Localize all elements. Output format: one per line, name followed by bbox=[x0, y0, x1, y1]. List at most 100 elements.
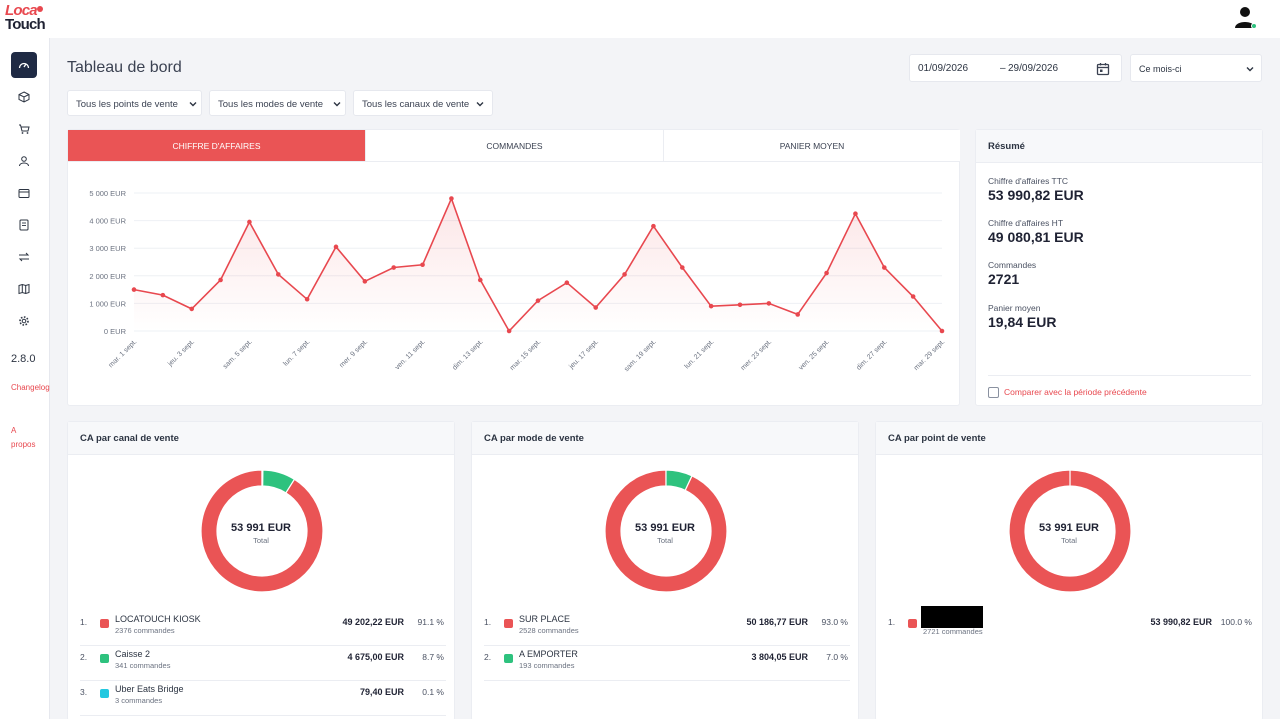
transfer-icon bbox=[18, 252, 30, 262]
compare-label[interactable]: Comparer avec la période précédente bbox=[1004, 387, 1147, 397]
ca-ht-value: 49 080,81 EUR bbox=[988, 229, 1084, 245]
nav-customers[interactable] bbox=[11, 148, 37, 174]
row-amount: 49 202,22 EUR bbox=[342, 617, 404, 627]
x-tick-label: ven. 11 sept. bbox=[394, 338, 427, 371]
data-point bbox=[853, 211, 858, 216]
x-tick-label: ven. 25 sept. bbox=[798, 338, 831, 371]
y-tick-label: 5 000 EUR bbox=[89, 189, 126, 198]
row-count: 341 commandes bbox=[115, 661, 171, 670]
summary-title: Résumé bbox=[976, 130, 1262, 163]
nav-products[interactable] bbox=[11, 84, 37, 110]
y-tick-label: 1 000 EUR bbox=[89, 299, 126, 308]
ca-par-mode-donut bbox=[605, 470, 727, 592]
row-percent: 93.0 % bbox=[821, 617, 848, 627]
compare-previous-period[interactable]: Comparer avec la période précédente bbox=[988, 375, 1251, 398]
compare-checkbox[interactable] bbox=[988, 387, 999, 398]
donut-slice bbox=[1009, 470, 1131, 592]
legend-swatch bbox=[100, 654, 109, 663]
donut-total-label: Total bbox=[657, 536, 673, 545]
nav-map[interactable] bbox=[11, 276, 37, 302]
ca-ttc-value: 53 990,82 EUR bbox=[988, 187, 1084, 203]
filter-canaux-de-vente[interactable]: Tous les canaux de vente bbox=[353, 90, 493, 116]
row-percent: 0.1 % bbox=[422, 687, 444, 697]
changelog-link[interactable]: Changelog bbox=[11, 383, 50, 392]
row-amount: 79,40 EUR bbox=[359, 687, 404, 697]
data-point bbox=[939, 328, 945, 334]
data-point bbox=[679, 265, 685, 270]
period-select-value: Ce mois-ci bbox=[1139, 64, 1182, 74]
legend-swatch bbox=[504, 654, 513, 663]
nav-transfers[interactable] bbox=[11, 244, 37, 270]
user-icon bbox=[19, 156, 29, 167]
donut-slice bbox=[665, 470, 693, 492]
data-point bbox=[275, 272, 281, 277]
online-status-dot bbox=[1251, 23, 1257, 29]
user-account-icon[interactable] bbox=[1233, 5, 1257, 29]
tab-commandes[interactable]: COMMANDES bbox=[365, 130, 663, 162]
filter-modes-label: Tous les modes de vente bbox=[218, 99, 324, 110]
data-point bbox=[304, 296, 310, 302]
x-tick-label: sam. 5 sept. bbox=[222, 338, 254, 370]
donut-slice bbox=[201, 470, 323, 592]
legend-swatch bbox=[100, 689, 109, 698]
row-name: A EMPORTER bbox=[519, 649, 578, 659]
table-row[interactable]: 3. Uber Eats Bridge 3 commandes 79,40 EU… bbox=[80, 681, 446, 716]
row-count: 2721 commandes bbox=[923, 627, 983, 636]
table-row[interactable]: 1. 2721 commandes 53 990,82 EUR 100.0 % bbox=[888, 611, 1254, 646]
ca-par-point-donut bbox=[1009, 470, 1131, 592]
nav-payments[interactable] bbox=[11, 180, 37, 206]
tab-chiffre-affaires[interactable]: CHIFFRE D'AFFAIRES bbox=[68, 130, 365, 162]
x-tick-label: mar. 15 sept. bbox=[509, 338, 543, 372]
date-range-picker[interactable]: 01/09/2026 – 29/09/2026 bbox=[909, 54, 1122, 82]
x-tick-label: jeu. 3 sept. bbox=[166, 338, 196, 368]
wallet-icon bbox=[18, 189, 30, 198]
x-tick-label: mar. 1 sept. bbox=[108, 338, 139, 369]
data-point bbox=[131, 287, 137, 292]
top-bar: Loca Touch bbox=[0, 0, 1280, 38]
nav-settings[interactable] bbox=[11, 308, 37, 334]
row-percent: 7.0 % bbox=[826, 652, 848, 662]
date-to[interactable]: 29/09/2026 bbox=[1008, 63, 1059, 74]
filter-points-de-vente[interactable]: Tous les points de vente bbox=[67, 90, 202, 116]
table-row[interactable]: 2. A EMPORTER 193 commandes 3 804,05 EUR… bbox=[484, 646, 850, 681]
x-tick-label: mer. 23 sept. bbox=[740, 338, 774, 372]
x-tick-label: lun. 21 sept. bbox=[684, 338, 716, 370]
date-from[interactable]: 01/09/2026 bbox=[918, 63, 969, 74]
period-select[interactable]: Ce mois-ci bbox=[1130, 54, 1262, 82]
table-row[interactable]: 2. Caisse 2 341 commandes 4 675,00 EUR 8… bbox=[80, 646, 446, 681]
locatouch-logo[interactable]: Loca Touch bbox=[5, 2, 46, 34]
data-point bbox=[708, 303, 714, 309]
tab-panier-moyen[interactable]: PANIER MOYEN bbox=[663, 130, 960, 162]
filter-modes-de-vente[interactable]: Tous les modes de vente bbox=[209, 90, 346, 116]
revenue-chart-card: CHIFFRE D'AFFAIRES COMMANDES PANIER MOYE… bbox=[67, 129, 960, 406]
orders-value: 2721 bbox=[988, 271, 1020, 287]
row-percent: 8.7 % bbox=[422, 652, 444, 662]
map-icon bbox=[18, 283, 30, 295]
row-index: 3. bbox=[80, 687, 88, 697]
basket-label: Panier moyen bbox=[988, 303, 1041, 313]
filter-points-label: Tous les points de vente bbox=[76, 99, 178, 110]
date-separator: – bbox=[1000, 63, 1006, 74]
row-amount: 4 675,00 EUR bbox=[347, 652, 404, 662]
table-row[interactable]: 1. LOCATOUCH KIOSK 2376 commandes 49 202… bbox=[80, 611, 446, 646]
ca-par-canal-donut bbox=[201, 470, 323, 592]
table-row[interactable]: 1. SUR PLACE 2528 commandes 50 186,77 EU… bbox=[484, 611, 850, 646]
calendar-icon[interactable] bbox=[1096, 62, 1110, 76]
about-link[interactable]: A propos bbox=[11, 426, 36, 449]
ca-ttc-label: Chiffre d'affaires TTC bbox=[988, 176, 1069, 186]
nav-dashboard[interactable] bbox=[11, 52, 37, 78]
dashboard-icon bbox=[18, 62, 30, 69]
summary-card: Résumé Chiffre d'affaires TTC 53 990,82 … bbox=[975, 129, 1263, 406]
box-icon bbox=[18, 91, 30, 103]
legend-swatch bbox=[100, 619, 109, 628]
data-point bbox=[420, 262, 425, 268]
donut-title: CA par point de vente bbox=[876, 422, 1262, 455]
nav-invoices[interactable] bbox=[11, 212, 37, 238]
data-point bbox=[622, 272, 627, 277]
chevron-down-icon bbox=[333, 102, 341, 107]
data-point bbox=[881, 265, 887, 270]
gear-icon bbox=[19, 316, 29, 326]
data-point bbox=[506, 328, 512, 334]
nav-orders[interactable] bbox=[11, 116, 37, 142]
row-name: Caisse 2 bbox=[115, 649, 151, 659]
